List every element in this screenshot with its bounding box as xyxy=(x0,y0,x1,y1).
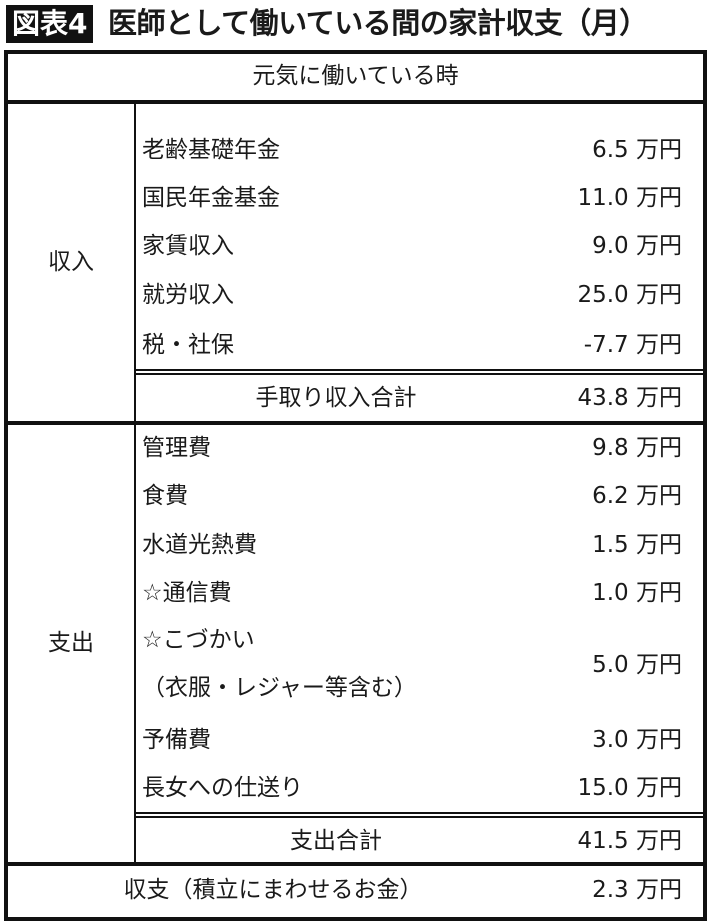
table-header: 元気に働いている時 xyxy=(252,63,459,89)
income-item-value: 6.5 万円 xyxy=(592,137,682,163)
expense-label: 支出 xyxy=(48,630,94,656)
double-divider xyxy=(136,812,703,818)
expense-item-value: 5.0 万円 xyxy=(592,652,682,678)
income-item-name: 老齢基礎年金 xyxy=(142,137,280,163)
income-label: 収入 xyxy=(48,249,94,275)
income-item-name: 国民年金基金 xyxy=(142,185,280,211)
expense-item-name: 長女への仕送り xyxy=(142,775,303,801)
expense-total-label: 支出合計 xyxy=(290,828,382,854)
double-divider xyxy=(136,369,703,375)
expense-item-note: （衣服・レジャー等含む） xyxy=(142,675,417,701)
expense-item-value: 6.2 万円 xyxy=(592,483,682,509)
income-item-value: 25.0 万円 xyxy=(577,282,682,308)
divider xyxy=(4,862,707,866)
expense-item-value: 15.0 万円 xyxy=(577,775,682,801)
expense-item-name: 予備費 xyxy=(142,727,211,753)
balance-label: 収支（積立にまわせるお金） xyxy=(123,877,423,903)
expense-item-value: 1.5 万円 xyxy=(592,532,682,558)
expense-item-name: 水道光熱費 xyxy=(142,532,257,558)
divider xyxy=(4,421,707,425)
income-item-name: 家賃収入 xyxy=(142,233,234,259)
divider xyxy=(134,104,136,864)
income-total-value: 43.8 万円 xyxy=(577,385,682,411)
expense-item-name: ☆こづかい xyxy=(142,627,255,653)
expense-total-value: 41.5 万円 xyxy=(577,828,682,854)
balance-value: 2.3 万円 xyxy=(592,877,682,903)
expense-item-value: 1.0 万円 xyxy=(592,580,682,606)
expense-item-name: ☆通信費 xyxy=(142,580,232,606)
income-item-value: 9.0 万円 xyxy=(592,233,682,259)
expense-item-name: 管理費 xyxy=(142,435,211,461)
budget-table xyxy=(4,50,707,921)
figure-title: 医師として働いている間の家計収支（月） xyxy=(108,6,648,40)
income-total-label: 手取り収入合計 xyxy=(255,385,417,411)
income-item-value: 11.0 万円 xyxy=(577,185,682,211)
divider xyxy=(4,100,707,104)
income-item-name: 就労収入 xyxy=(142,282,234,308)
expense-item-value: 9.8 万円 xyxy=(592,435,682,461)
income-item-value: -7.7 万円 xyxy=(583,332,682,358)
expense-item-value: 3.0 万円 xyxy=(592,727,682,753)
figure-label: 図表4 xyxy=(6,5,94,43)
income-item-name: 税・社保 xyxy=(142,332,234,358)
expense-item-name: 食費 xyxy=(142,483,188,509)
